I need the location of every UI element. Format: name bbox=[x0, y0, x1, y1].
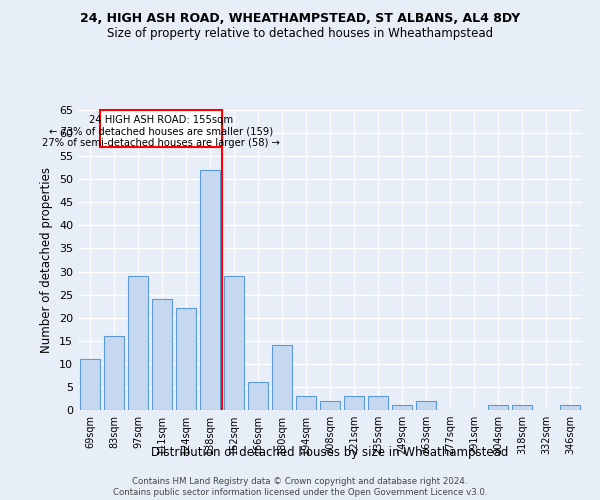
Text: Contains HM Land Registry data © Crown copyright and database right 2024.: Contains HM Land Registry data © Crown c… bbox=[132, 476, 468, 486]
Bar bbox=[128, 276, 148, 410]
Text: ← 73% of detached houses are smaller (159): ← 73% of detached houses are smaller (15… bbox=[49, 126, 273, 136]
Text: 24 HIGH ASH ROAD: 155sqm: 24 HIGH ASH ROAD: 155sqm bbox=[89, 114, 233, 124]
Bar bbox=[416, 401, 436, 410]
Bar bbox=[560, 406, 580, 410]
Text: Size of property relative to detached houses in Wheathampstead: Size of property relative to detached ho… bbox=[107, 28, 493, 40]
Text: 27% of semi-detached houses are larger (58) →: 27% of semi-detached houses are larger (… bbox=[42, 138, 280, 147]
Bar bbox=[320, 401, 340, 410]
Bar bbox=[104, 336, 124, 410]
Bar bbox=[392, 406, 412, 410]
Bar bbox=[344, 396, 364, 410]
Bar bbox=[296, 396, 316, 410]
Bar bbox=[80, 359, 100, 410]
Bar bbox=[248, 382, 268, 410]
Bar bbox=[100, 110, 222, 147]
Bar bbox=[152, 299, 172, 410]
Text: 24, HIGH ASH ROAD, WHEATHAMPSTEAD, ST ALBANS, AL4 8DY: 24, HIGH ASH ROAD, WHEATHAMPSTEAD, ST AL… bbox=[80, 12, 520, 26]
Y-axis label: Number of detached properties: Number of detached properties bbox=[40, 167, 53, 353]
Text: Contains public sector information licensed under the Open Government Licence v3: Contains public sector information licen… bbox=[113, 488, 487, 497]
Bar bbox=[368, 396, 388, 410]
Bar bbox=[200, 170, 220, 410]
Bar bbox=[512, 406, 532, 410]
Bar bbox=[224, 276, 244, 410]
Text: Distribution of detached houses by size in Wheathampstead: Distribution of detached houses by size … bbox=[151, 446, 509, 459]
Bar bbox=[176, 308, 196, 410]
Bar bbox=[272, 346, 292, 410]
Bar bbox=[488, 406, 508, 410]
